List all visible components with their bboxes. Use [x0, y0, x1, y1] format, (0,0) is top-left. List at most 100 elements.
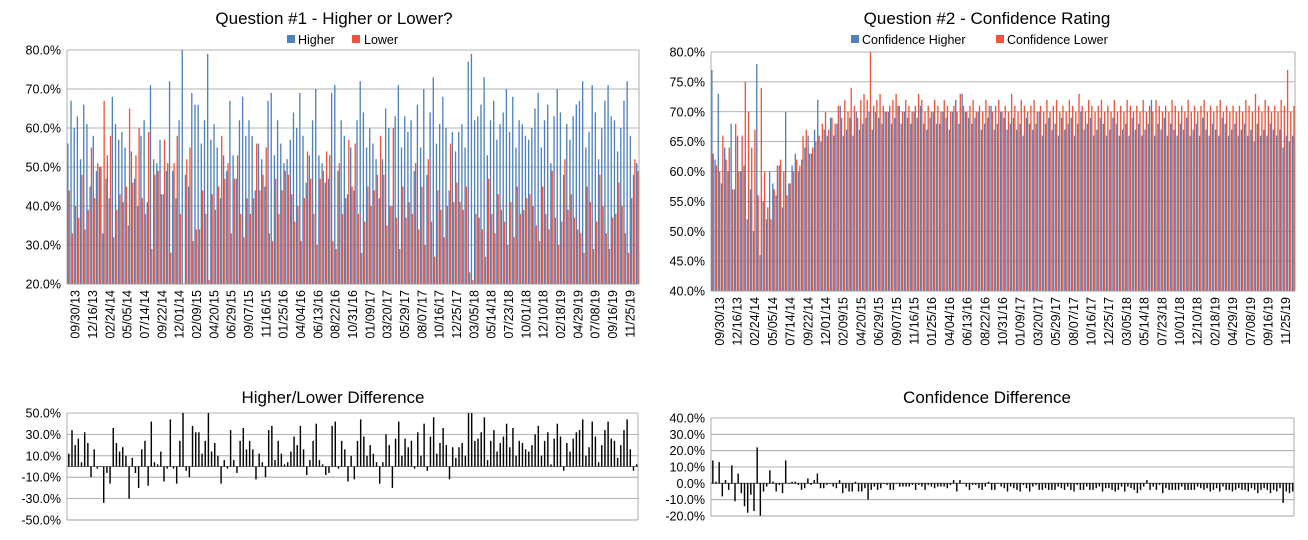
bar-confidence-higher: [945, 117, 947, 291]
bar-higher: [442, 96, 444, 284]
bar-difference: [264, 466, 267, 478]
bar-confidence-lower: [763, 171, 766, 291]
bar-confidence-lower: [1254, 93, 1257, 291]
bar-higher: [127, 225, 129, 284]
bar-difference: [1006, 483, 1009, 492]
bar-higher: [83, 104, 85, 284]
bar-difference: [315, 423, 317, 467]
bar-lower: [243, 237, 245, 284]
bar-higher: [318, 155, 320, 284]
bar-confidence-lower: [892, 99, 894, 291]
bar-higher: [601, 128, 603, 284]
bar-difference: [1054, 483, 1056, 490]
bar-difference: [1079, 483, 1082, 490]
bar-difference: [407, 447, 409, 467]
bar-difference: [290, 451, 292, 467]
bar-higher: [67, 143, 69, 284]
bar-difference: [873, 483, 876, 487]
bar-difference: [921, 483, 923, 487]
bar-difference: [870, 483, 872, 490]
bar-difference: [426, 466, 428, 471]
x-tick-label: 08/07/17: [1067, 297, 1081, 346]
bar-lower: [513, 237, 515, 284]
bar-confidence-lower: [898, 105, 900, 292]
x-tick-label: 09/22/14: [155, 290, 169, 339]
bar-difference: [861, 483, 863, 492]
bar-confidence-lower: [1078, 93, 1080, 291]
bar-difference: [1291, 483, 1294, 492]
bar-difference: [122, 447, 124, 467]
bar-lower: [122, 202, 124, 284]
bar-lower: [507, 245, 509, 284]
plot-area: 80.0% 70.0% 60.0% 50.0% 40.0% 30.0% 20.0% 09/30…: [26, 44, 640, 339]
bar-confidence-higher: [817, 99, 819, 291]
x-tick-label: 07/08/19: [1244, 297, 1258, 346]
bar-lower: [160, 194, 163, 284]
bar-confidence-higher: [1099, 117, 1101, 291]
bar-difference: [1108, 483, 1110, 489]
x-tick-label: 08/22/16: [978, 297, 992, 346]
bar-confidence-higher: [1006, 129, 1008, 291]
x-tick-label: 09/07/15: [890, 297, 904, 346]
chart-question1: Question #1 - Higher or Lower? Higher Lo…: [0, 0, 654, 375]
bar-confidence-lower: [1132, 111, 1135, 291]
bar-higher: [159, 139, 161, 284]
bar-confidence-lower: [946, 105, 949, 292]
bar-lower: [475, 213, 477, 284]
bar-difference: [1105, 483, 1107, 489]
bar-confidence-higher: [862, 123, 864, 291]
bar-lower: [198, 229, 201, 284]
bar-confidence-higher: [1044, 123, 1047, 291]
bar-confidence-higher: [897, 105, 899, 292]
bar-confidence-lower: [1152, 111, 1154, 291]
bar-difference: [175, 466, 178, 484]
bar-lower: [472, 280, 474, 284]
bar-lower: [316, 245, 318, 284]
bar-confidence-higher: [794, 153, 796, 291]
bar-higher: [404, 116, 406, 284]
bar-difference: [1234, 483, 1237, 490]
bar-difference: [838, 480, 841, 484]
bar-confidence-higher: [977, 111, 979, 291]
bar-lower: [414, 163, 417, 284]
bar-lower: [141, 198, 143, 284]
bar-lower: [297, 206, 299, 284]
bar-difference: [566, 442, 568, 467]
legend-swatch-confidence-higher: [851, 35, 859, 43]
bar-confidence-higher: [958, 123, 960, 291]
bar-difference: [572, 438, 574, 467]
bar-confidence-lower: [783, 171, 785, 291]
bar-difference: [99, 466, 102, 467]
bar-difference: [1022, 483, 1025, 485]
bar-higher: [327, 178, 330, 284]
bar-confidence-higher: [1195, 123, 1198, 291]
bar-confidence-higher: [762, 201, 764, 291]
bar-lower: [602, 206, 604, 284]
bar-confidence-lower: [770, 219, 772, 291]
bar-lower: [100, 167, 102, 284]
bar-confidence-higher: [971, 123, 973, 291]
bar-confidence-higher: [1076, 123, 1079, 291]
bar-lower: [303, 198, 306, 284]
bar-confidence-lower: [795, 159, 798, 291]
bar-confidence-higher: [868, 111, 870, 291]
bar-confidence-higher: [1083, 129, 1085, 291]
bar-confidence-higher: [935, 123, 938, 291]
bar-difference: [163, 466, 165, 482]
bar-higher: [175, 198, 177, 284]
bar-difference: [1000, 483, 1002, 487]
bar-confidence-lower: [1161, 111, 1164, 291]
bar-higher: [162, 194, 164, 284]
bar-confidence-lower: [1171, 99, 1173, 291]
x-tick-label: 04/20/15: [207, 290, 221, 339]
bar-higher: [156, 163, 158, 284]
y-tick-label: 20.0%: [670, 444, 705, 458]
bar-difference: [1089, 483, 1091, 490]
bar-confidence-higher: [919, 105, 922, 292]
bar-confidence-higher: [1141, 135, 1143, 291]
bar-confidence-lower: [1174, 105, 1176, 292]
bar-difference: [1206, 483, 1208, 489]
x-tick-label: 11/16/15: [259, 290, 273, 338]
bar-lower: [138, 128, 140, 284]
x-tick-label: 10/31/16: [996, 297, 1010, 346]
